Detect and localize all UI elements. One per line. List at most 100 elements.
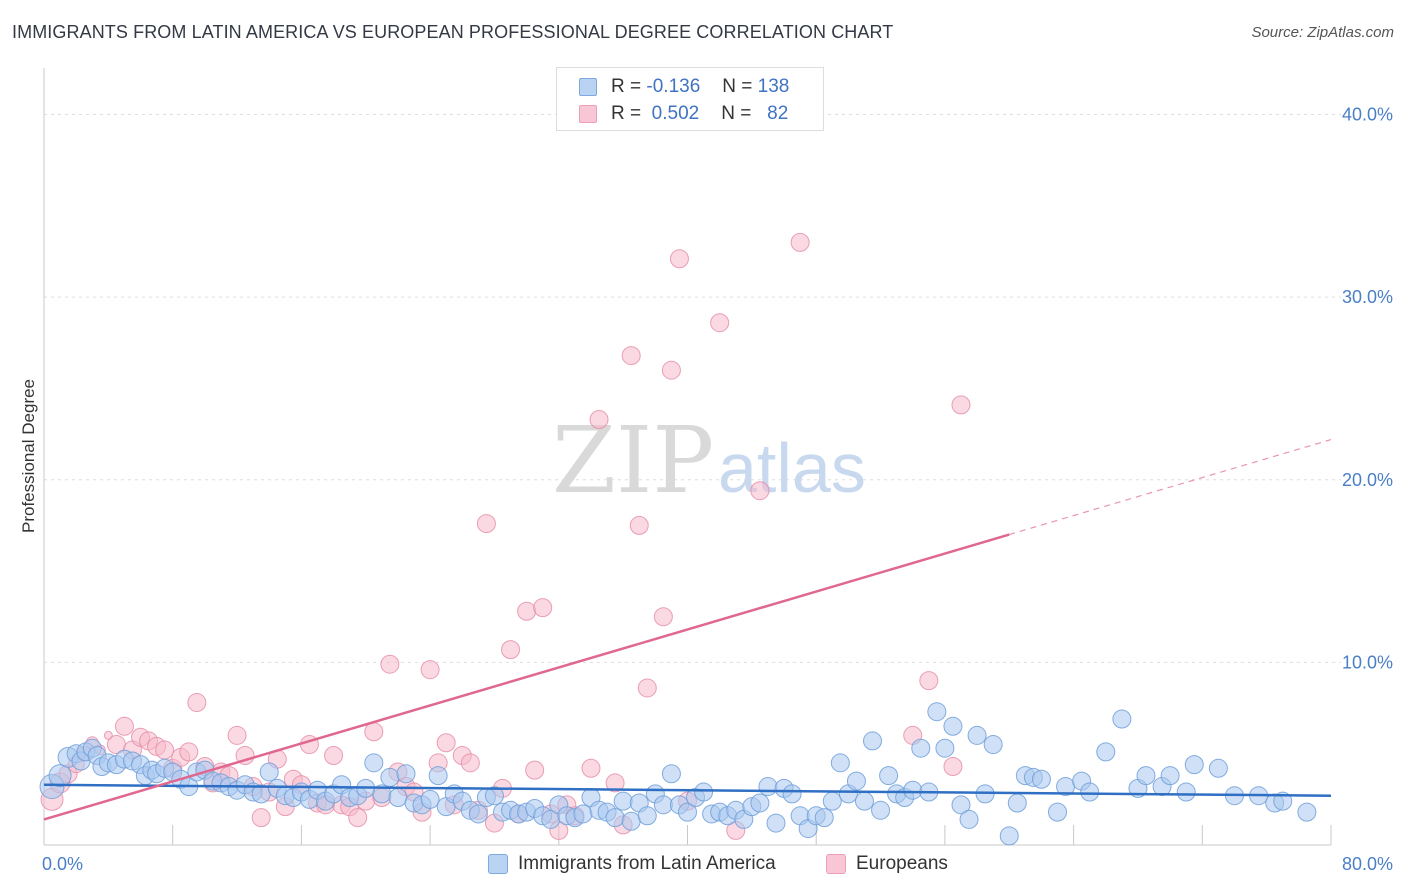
latin-america-point	[420, 789, 440, 809]
europeans-point	[436, 733, 456, 753]
legend-swatch-blue	[579, 78, 597, 96]
europeans-point	[380, 654, 400, 674]
latin-america-point	[951, 795, 971, 815]
latin-america-point	[871, 800, 891, 820]
europeans-point	[420, 660, 440, 680]
europeans-point	[710, 313, 730, 333]
bottom-legend-latin-america: Immigrants from Latin America	[488, 852, 776, 876]
europeans-point	[621, 346, 641, 366]
europeans-point	[501, 640, 521, 660]
correlation-legend: R = -0.136 N = 138 R = 0.502 N = 82	[556, 67, 824, 131]
latin-america-point	[484, 786, 504, 806]
latin-america-point	[782, 784, 802, 804]
latin-america-point	[605, 808, 625, 828]
latin-america-point	[846, 771, 866, 791]
latin-america-point	[468, 804, 488, 824]
latin-america-point	[364, 753, 384, 773]
europeans-point	[589, 409, 609, 429]
latin-america-point	[903, 780, 923, 800]
source-credit: Source: ZipAtlas.com	[1251, 24, 1394, 41]
bottom-legend-swatch-blue	[488, 854, 508, 874]
europeans-point	[460, 753, 480, 773]
europeans-points	[40, 232, 971, 840]
latin-america-point	[1273, 791, 1293, 811]
bottom-legend-label: Immigrants from Latin America	[518, 853, 776, 874]
bottom-legend-swatch-pink	[826, 854, 846, 874]
legend-n-value: 138	[757, 76, 790, 97]
latin-america-point	[1136, 766, 1156, 786]
europeans-point	[227, 725, 247, 745]
grid-lines	[44, 114, 1341, 663]
latin-america-point	[967, 725, 987, 745]
legend-row-latin-america: R = -0.136 N = 138	[579, 75, 789, 99]
latin-america-point	[259, 762, 279, 782]
latin-america-point	[1112, 709, 1132, 729]
latin-america-point	[380, 767, 400, 787]
europeans-point	[669, 249, 689, 269]
europeans-point	[637, 678, 657, 698]
latin-america-point	[1208, 758, 1228, 778]
latin-america-point	[999, 826, 1019, 846]
chart-title: IMMIGRANTS FROM LATIN AMERICA VS EUROPEA…	[12, 22, 894, 42]
europeans-point	[517, 601, 537, 621]
x-tick-label: 80.0%	[1342, 854, 1393, 874]
latin-america-point	[653, 795, 673, 815]
latin-america-point	[943, 716, 963, 736]
y-tick-label: 30.0%	[1342, 287, 1393, 307]
latin-america-point	[1080, 782, 1100, 802]
latin-america-point	[766, 813, 786, 833]
latin-america-point	[879, 766, 899, 786]
europeans-point	[364, 722, 384, 742]
watermark-atlas: atlas	[718, 429, 866, 507]
europeans-point	[629, 515, 649, 535]
latin-america-point	[1184, 755, 1204, 775]
europeans-point	[581, 758, 601, 778]
y-axis-label: Professional Degree	[19, 379, 38, 533]
latin-america-point	[1096, 742, 1116, 762]
europeans-point	[114, 716, 134, 736]
latin-america-point	[854, 791, 874, 811]
latin-america-point	[613, 791, 633, 811]
latin-america-point	[678, 802, 697, 822]
europeans-point	[605, 773, 625, 793]
latin-america-point	[694, 782, 714, 802]
europeans-point	[525, 760, 545, 780]
latin-america-point	[822, 791, 842, 811]
x-tick-label: 0.0%	[42, 854, 83, 874]
europeans-point	[790, 232, 810, 252]
latin-america-point	[1160, 766, 1180, 786]
latin-america-point	[388, 788, 408, 808]
europeans-point	[324, 746, 344, 766]
europeans-point	[187, 693, 207, 713]
latin-america-point	[750, 793, 770, 813]
europeans-trend-extension	[1009, 439, 1332, 536]
europeans-point	[179, 742, 199, 762]
watermark: ZIP atlas	[552, 407, 866, 514]
europeans-point	[533, 598, 553, 618]
axes	[43, 68, 1332, 846]
latin-america-point	[1007, 793, 1027, 813]
latin-america-point	[927, 702, 947, 722]
europeans-point	[348, 808, 368, 828]
latin-america-point	[959, 809, 979, 829]
europeans-point	[919, 671, 939, 691]
latin-america-point	[428, 766, 448, 786]
europeans-point	[661, 360, 681, 380]
legend-r-label: R =	[611, 76, 642, 97]
latin-america-point	[637, 806, 657, 826]
trend-lines	[43, 439, 1332, 821]
latin-america-point	[758, 777, 778, 797]
latin-america-point	[621, 811, 641, 831]
europeans-trend-line	[43, 533, 1010, 821]
europeans-point	[155, 740, 175, 760]
legend-n-label: N =	[722, 76, 753, 97]
bottom-legend-label: Europeans	[856, 853, 948, 874]
latin-america-point	[396, 764, 416, 784]
legend-swatch-pink	[579, 105, 597, 123]
latin-america-point	[935, 738, 955, 758]
legend-r-value: -0.136	[646, 76, 701, 97]
bottom-legend-europeans: Europeans	[826, 852, 948, 876]
europeans-point	[251, 808, 271, 828]
europeans-point	[951, 395, 971, 415]
